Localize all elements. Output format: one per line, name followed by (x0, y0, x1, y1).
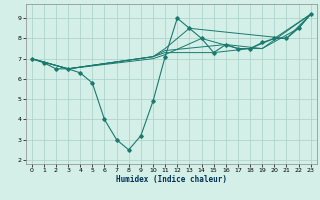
X-axis label: Humidex (Indice chaleur): Humidex (Indice chaleur) (116, 175, 227, 184)
